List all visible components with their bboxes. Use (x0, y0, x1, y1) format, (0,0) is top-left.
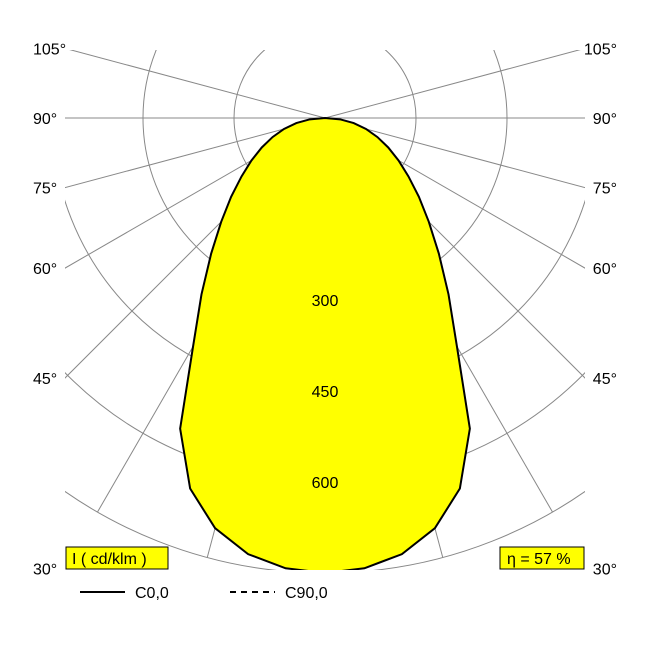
efficiency-legend-text: η = 57 % (507, 551, 571, 568)
ring-label: 450 (312, 384, 339, 401)
intensity-curve-c0 (180, 118, 470, 573)
ring-label: 300 (312, 293, 339, 310)
angle-label-right: 30° (593, 561, 617, 578)
angle-label-left: 90° (33, 111, 57, 128)
angle-label-right: 105° (584, 41, 617, 58)
angle-label-left: 45° (33, 371, 57, 388)
angle-label-right: 75° (593, 181, 617, 198)
angle-label-left: 75° (33, 181, 57, 198)
series-label: C0,0 (135, 585, 169, 602)
angle-label-left: 105° (33, 41, 66, 58)
angle-label-right: 45° (593, 371, 617, 388)
angle-label-left: 30° (33, 561, 57, 578)
ring-label: 600 (312, 475, 339, 492)
unit-legend-text: I ( cd/klm ) (72, 551, 147, 568)
angle-label-right: 90° (593, 111, 617, 128)
angle-label-left: 60° (33, 261, 57, 278)
grid-spoke (0, 0, 325, 118)
series-label: C90,0 (285, 585, 328, 602)
polar-chart: 300 450 600 30° 30° 45° 45° 60° 60° 75° 75° 90° 90°… (0, 0, 650, 650)
angle-label-right: 60° (593, 261, 617, 278)
grid-spoke (325, 0, 650, 118)
